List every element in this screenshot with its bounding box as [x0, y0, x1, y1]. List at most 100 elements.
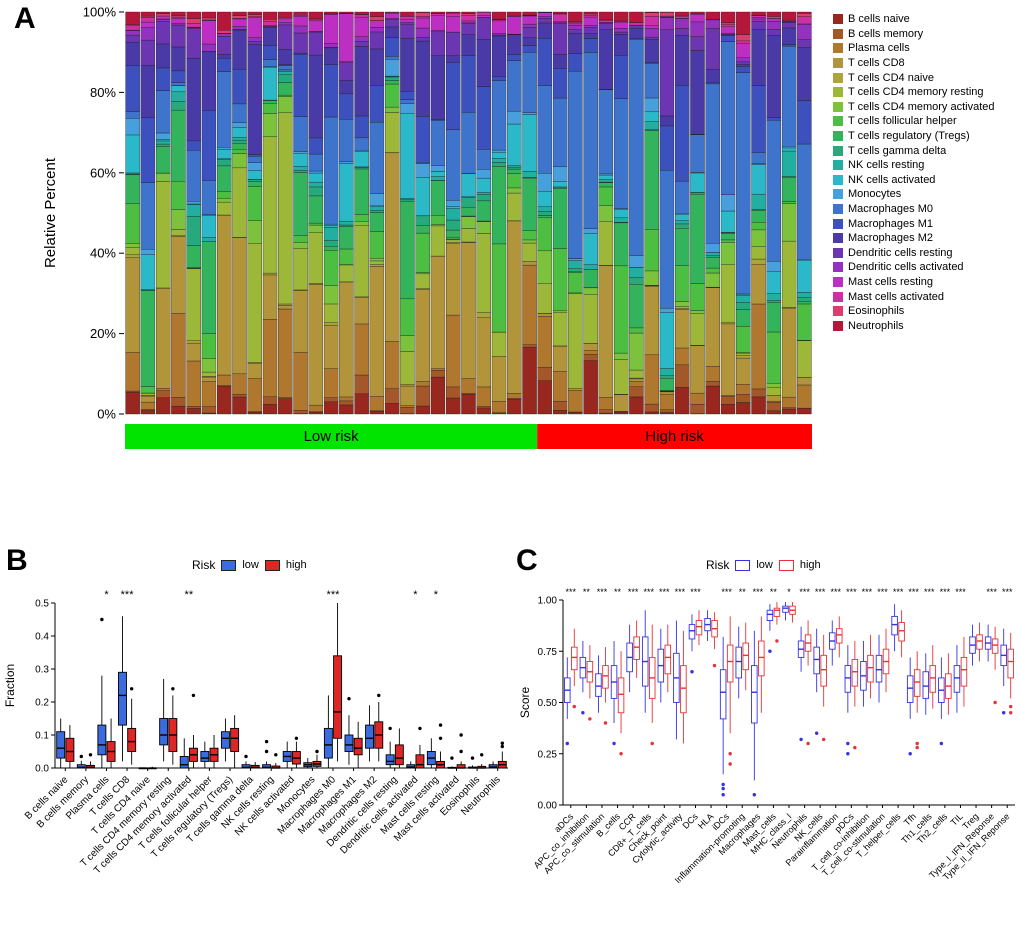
- significance-mark: ***: [831, 587, 842, 597]
- bar-segment: [507, 168, 522, 174]
- bar-segment: [598, 179, 614, 183]
- bar-segment: [430, 55, 446, 120]
- bar-segment: [155, 43, 171, 69]
- legend-swatch: [833, 291, 843, 302]
- significance-mark: **: [583, 587, 591, 597]
- bar-segment: [537, 12, 553, 17]
- box: [960, 656, 968, 687]
- bar-segment: [171, 313, 186, 398]
- bar-segment: [522, 112, 537, 115]
- outlier-point: [915, 741, 919, 746]
- bar-segment: [384, 26, 400, 38]
- box: [200, 751, 210, 762]
- bar-segment: [278, 18, 293, 23]
- bar-segment: [384, 83, 400, 108]
- bar-segment: [613, 359, 629, 395]
- box: [953, 665, 961, 693]
- bar-segment: [461, 197, 476, 208]
- bar-segment: [369, 85, 385, 123]
- legend-swatch: [833, 247, 843, 258]
- bar-segment: [384, 152, 400, 342]
- bar-segment: [400, 200, 415, 300]
- bar-segment: [354, 374, 369, 395]
- box: [719, 669, 727, 720]
- bar-segment: [507, 16, 522, 35]
- bar-segment: [278, 71, 293, 76]
- bar-segment: [781, 396, 797, 408]
- bar-segment: [446, 62, 461, 130]
- bar-segment: [186, 150, 201, 202]
- bar-segment: [232, 26, 247, 30]
- bar-segment: [323, 246, 339, 251]
- bar-segment: [781, 203, 797, 242]
- bar-segment: [140, 27, 156, 41]
- bar-segment: [384, 76, 400, 81]
- bar-segment: [522, 45, 537, 53]
- bar-segment: [461, 173, 476, 197]
- bar-segment: [675, 18, 690, 29]
- bar-segment: [705, 267, 720, 274]
- bar-segment: [446, 12, 461, 17]
- bar-segment: [186, 408, 201, 415]
- bar-segment: [629, 381, 644, 387]
- bar-segment: [766, 395, 782, 402]
- box: [929, 665, 937, 693]
- bar-segment: [293, 172, 308, 236]
- box: [735, 646, 742, 679]
- bar-segment: [171, 405, 186, 415]
- low-risk-label: low: [756, 559, 773, 571]
- bar-segment: [675, 265, 690, 302]
- bar-segment: [308, 186, 324, 197]
- bar-segment: [446, 236, 461, 240]
- y-tick-label: 40%: [90, 246, 116, 261]
- bar-segment: [247, 363, 262, 379]
- bar-segment: [552, 181, 568, 188]
- bar-segment: [568, 412, 583, 415]
- bar-segment: [705, 381, 720, 387]
- bar-segment: [690, 404, 705, 414]
- legend-swatch: [833, 28, 843, 39]
- high-risk-swatch: [264, 559, 280, 571]
- bar-segment: [430, 11, 446, 14]
- bar-segment: [155, 390, 171, 398]
- low-risk-swatch: [735, 559, 751, 571]
- bar-segment: [415, 37, 430, 42]
- box: [65, 737, 75, 762]
- outlier-point: [315, 749, 319, 754]
- bar-segment: [140, 39, 156, 66]
- bar-segment: [613, 55, 629, 99]
- bar-segment: [598, 23, 614, 30]
- bar-segment: [400, 99, 415, 104]
- bar-segment: [583, 16, 598, 26]
- box: [344, 734, 354, 752]
- y-tick-label: 100%: [83, 5, 117, 20]
- bar-segment: [552, 345, 568, 372]
- bar-segment: [308, 222, 324, 226]
- box: [97, 724, 107, 756]
- bar-segment: [690, 345, 705, 394]
- bar-segment: [522, 23, 537, 28]
- bar-segment: [690, 193, 705, 284]
- y-axis-title: Relative Percent: [42, 157, 59, 268]
- bar-segment: [125, 111, 140, 119]
- outlier-point: [418, 726, 422, 731]
- bar-segment: [369, 31, 385, 50]
- bar-segment: [140, 17, 156, 23]
- bar-segment: [247, 14, 262, 17]
- y-tick-label: 0.1: [35, 731, 49, 742]
- bar-segment: [354, 393, 369, 415]
- bar-segment: [613, 411, 629, 415]
- bar-segment: [430, 165, 446, 172]
- bar-segment: [476, 86, 491, 150]
- bar-segment: [552, 68, 568, 99]
- bar-segment: [537, 250, 553, 284]
- bar-segment: [736, 295, 751, 303]
- bar-segment: [583, 269, 598, 288]
- bar-segment: [766, 331, 782, 384]
- bar-segment: [155, 11, 171, 14]
- bar-segment: [675, 85, 690, 182]
- bar-segment: [247, 170, 262, 180]
- bar-segment: [278, 49, 293, 65]
- significance-mark: ***: [986, 587, 997, 597]
- bar-segment: [491, 35, 507, 78]
